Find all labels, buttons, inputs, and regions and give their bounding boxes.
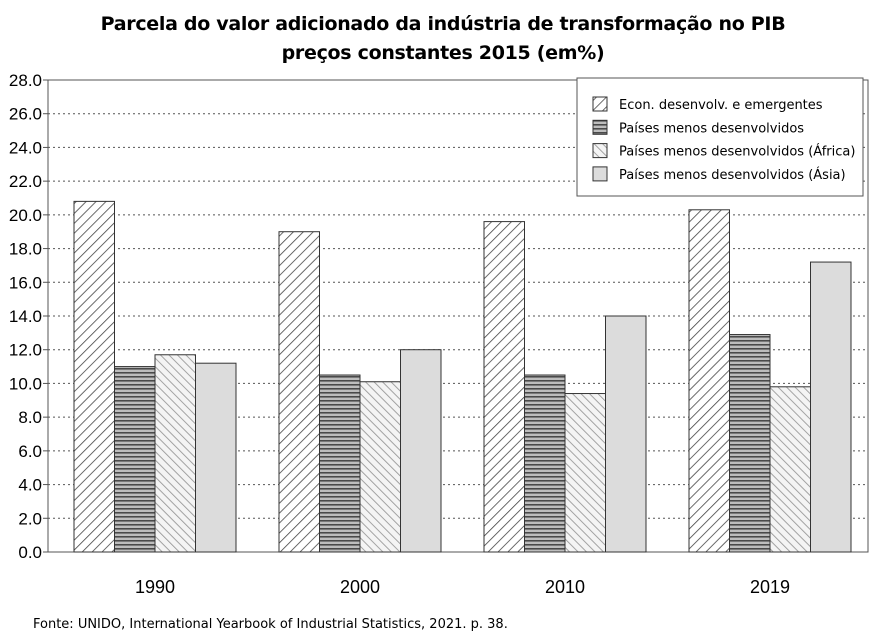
y-axis: 0.0 2.0 4.0 6.0 8.0 10.0 12.0 14.0 16.0 18.0 20.0 2…: [9, 71, 869, 562]
y-tick-label: 0.0: [18, 543, 42, 562]
bars: [73, 200, 852, 553]
legend-swatch-4: [592, 166, 608, 182]
legend-swatch-2: [592, 119, 608, 135]
chart-title-line-1: Parcela do valor adicionado da indústria…: [100, 13, 786, 35]
y-tick-label: 14.0: [9, 307, 42, 326]
bar-4-2000: [400, 349, 442, 553]
bar-1-2000: [278, 231, 320, 553]
y-tick-label: 4.0: [18, 476, 42, 495]
x-tick-label: 2019: [750, 577, 790, 597]
bar-3-2010: [564, 393, 606, 553]
bar-2-2019: [729, 334, 771, 553]
bar-1-2010: [483, 221, 525, 553]
y-tick-label: 6.0: [18, 442, 42, 461]
x-tick-label: 2000: [340, 577, 380, 597]
legend-label-2: Países menos desenvolvidos: [619, 121, 804, 136]
bar-3-1990: [154, 354, 196, 553]
legend-label-1: Econ. desenvolv. e emergentes: [619, 98, 823, 113]
x-axis: 1990 2000 2010 2019: [135, 577, 790, 597]
x-tick-label: 2010: [545, 577, 585, 597]
bar-4-1990: [195, 362, 237, 553]
legend-swatch-1: [592, 96, 608, 112]
bar-3-2019: [769, 386, 811, 553]
y-tick-label: 22.0: [9, 172, 42, 191]
legend-swatch-3: [592, 143, 608, 159]
bar-1-2019: [688, 209, 730, 553]
y-tick-label: 10.0: [9, 374, 42, 393]
y-tick-label: 20.0: [9, 206, 42, 225]
bar-2-2000: [319, 374, 361, 553]
legend-label-3: Países menos desenvolvidos (África): [619, 144, 855, 160]
y-tick-label: 24.0: [9, 138, 42, 157]
chart-title: Parcela do valor adicionado da indústria…: [0, 10, 886, 68]
y-tick-label: 18.0: [9, 240, 42, 259]
bar-3-2000: [359, 381, 401, 553]
y-tick-label: 28.0: [9, 71, 42, 90]
legend-box: [576, 77, 864, 197]
bar-2-2010: [524, 374, 566, 553]
source-note: Fonte: UNIDO, International Yearbook of …: [33, 617, 508, 632]
bar-2-1990: [114, 366, 156, 553]
bar-1-1990: [73, 200, 115, 553]
y-tick-label: 2.0: [18, 509, 42, 528]
chart-title-line-2: preços constantes 2015 (em%): [281, 42, 605, 64]
legend: Econ. desenvolv. e emergentes Países meno…: [576, 77, 864, 197]
bar-4-2019: [810, 261, 852, 553]
bar-4-2010: [605, 315, 647, 553]
y-tick-label: 26.0: [9, 105, 42, 124]
y-tick-label: 12.0: [9, 341, 42, 360]
x-tick-label: 1990: [135, 577, 175, 597]
y-tick-label: 8.0: [18, 408, 42, 427]
y-tick-label: 16.0: [9, 273, 42, 292]
legend-label-4: Países menos desenvolvidos (Ásia): [619, 167, 846, 183]
